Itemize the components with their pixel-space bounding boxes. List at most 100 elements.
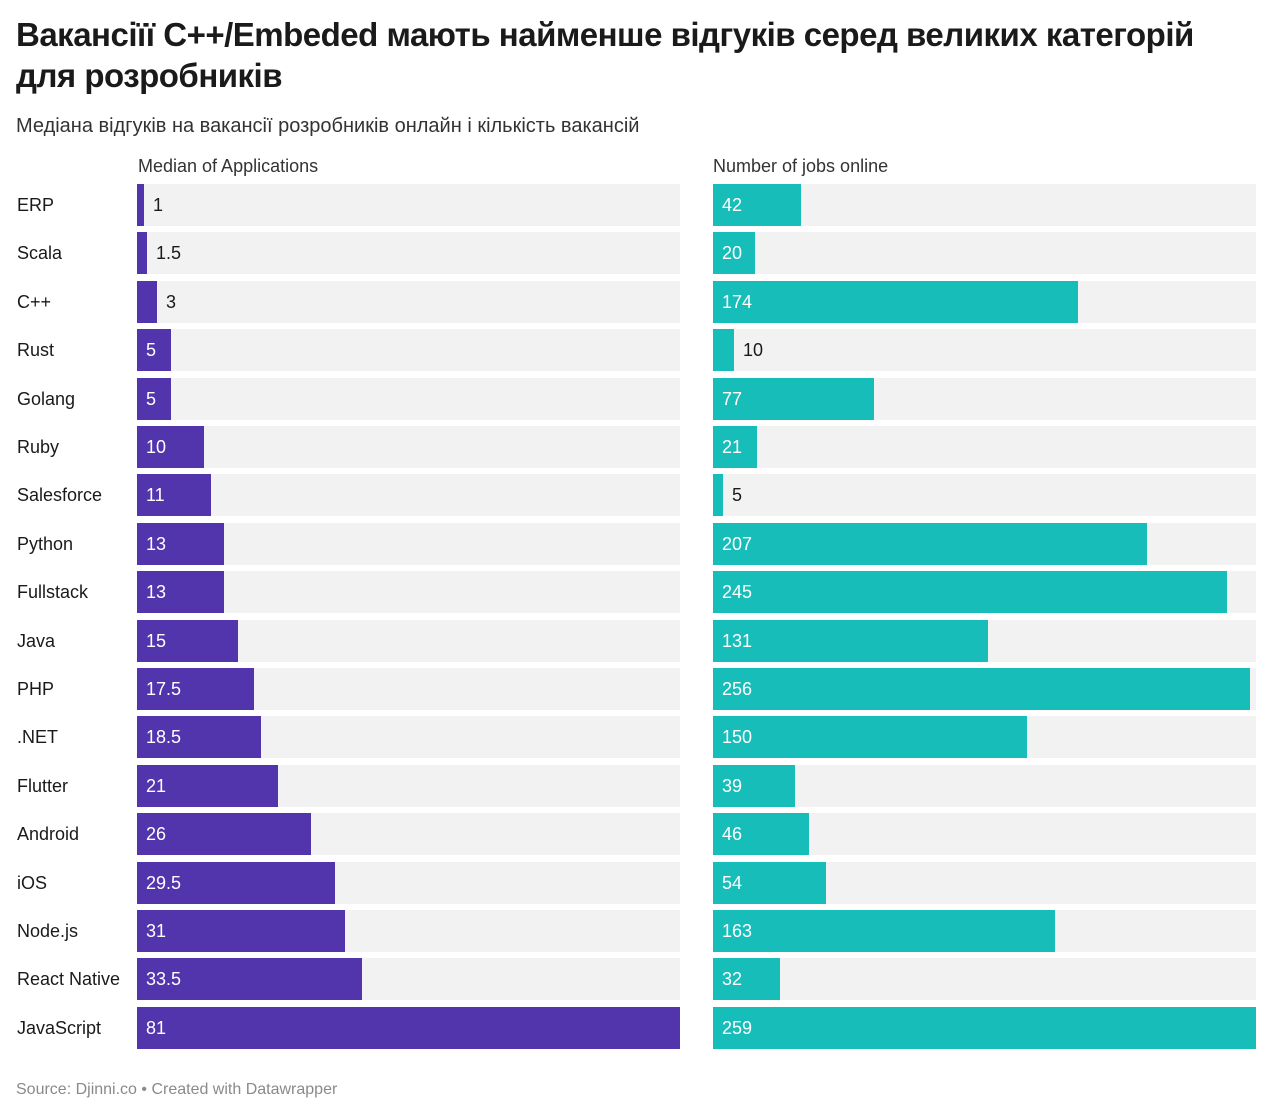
left-value-label: 21 — [146, 775, 167, 796]
category-label: ERP — [17, 195, 55, 215]
chart-row: Java 15 131 — [0, 619, 1280, 662]
left-value-label: 10 — [146, 437, 167, 457]
left-bar-track: 13 — [137, 571, 680, 614]
left-bar-track: 3 — [137, 280, 680, 323]
left-bar-track: 5 — [137, 377, 680, 420]
left-bar — [137, 958, 362, 1001]
right-bar — [713, 329, 734, 372]
left-value-label: 26 — [146, 824, 167, 845]
left-bar — [137, 377, 171, 420]
category-label: C++ — [17, 291, 52, 312]
left-bar-track: 31 — [137, 910, 680, 952]
right-bar-track: 54 — [713, 861, 1256, 904]
left-value-label: 29.5 — [146, 872, 182, 893]
left-value-label: 17.5 — [146, 679, 182, 699]
right-column-header: Number of jobs online — [713, 156, 889, 176]
right-bar — [713, 184, 801, 226]
left-bar — [137, 910, 345, 952]
category-label: Java — [17, 630, 56, 651]
right-bar-track: 131 — [713, 619, 1256, 662]
right-value-label: 163 — [722, 921, 753, 941]
right-bar-track: 174 — [713, 280, 1256, 323]
chart-row: .NET 18.5 150 — [0, 716, 1280, 759]
right-bar-track: 21 — [713, 426, 1256, 468]
category-label: Ruby — [17, 437, 60, 457]
category-label: JavaScript — [17, 1017, 102, 1038]
left-bar — [137, 1006, 680, 1049]
left-bar — [137, 764, 278, 807]
right-bar — [713, 571, 1227, 614]
chart-title: Вакансіїї С++/Embeded мають найменше від… — [16, 16, 1194, 94]
right-bar-track: 46 — [713, 813, 1256, 856]
chart-row: iOS 29.5 54 — [0, 861, 1280, 904]
left-bar-track: 10 — [137, 426, 680, 468]
left-bar — [137, 716, 261, 759]
category-label: .NET — [17, 727, 59, 748]
left-bar — [137, 619, 238, 662]
left-bar — [137, 232, 147, 275]
left-value-label: 11 — [146, 485, 165, 506]
chart-row: Node.js 31 163 — [0, 910, 1280, 952]
chart-row: Android 26 46 — [0, 813, 1280, 856]
right-bar — [713, 764, 795, 807]
left-bar — [137, 668, 254, 710]
left-value-label: 81 — [146, 1017, 167, 1038]
right-bar-track: 163 — [713, 910, 1256, 952]
left-value-label: 15 — [146, 630, 167, 651]
left-bar-track: 33.5 — [137, 958, 680, 1001]
left-value-label: 33.5 — [146, 969, 182, 990]
right-value-label: 10 — [743, 340, 764, 361]
category-label: Android — [17, 824, 80, 845]
right-value-label: 256 — [722, 679, 753, 699]
left-bar — [137, 329, 171, 372]
right-bar-track: 10 — [713, 329, 1256, 372]
left-bar — [137, 280, 157, 323]
left-bar — [137, 813, 311, 856]
right-bar-track: 259 — [713, 1006, 1256, 1049]
category-label: Flutter — [17, 775, 69, 796]
right-bar — [713, 813, 809, 856]
left-bar-track: 21 — [137, 764, 680, 807]
right-value-label: 150 — [722, 727, 753, 748]
category-label: React Native — [17, 969, 121, 990]
left-bar-track: 29.5 — [137, 861, 680, 904]
right-value-label: 54 — [722, 872, 743, 893]
right-value-label: 46 — [722, 824, 743, 845]
right-bar-track: 5 — [713, 474, 1256, 517]
left-bar-track: 26 — [137, 813, 680, 856]
right-value-label: 259 — [722, 1017, 753, 1038]
right-bar-track: 39 — [713, 764, 1256, 807]
right-value-label: 42 — [722, 195, 743, 215]
chart-row: Python 13 207 — [0, 522, 1280, 565]
right-value-label: 20 — [722, 243, 743, 264]
right-bar-track: 256 — [713, 668, 1256, 710]
right-bar — [713, 668, 1250, 710]
left-value-label: 18.5 — [146, 727, 182, 748]
right-bar — [713, 474, 723, 517]
left-bar — [137, 861, 335, 904]
left-bar — [137, 426, 204, 468]
right-bar-track: 245 — [713, 571, 1256, 614]
right-bar-track: 20 — [713, 232, 1256, 275]
right-value-label: 32 — [722, 969, 743, 990]
right-bar-track: 32 — [713, 958, 1256, 1001]
left-bar-track: 5 — [137, 329, 680, 372]
right-bar — [713, 1006, 1256, 1049]
chart-row: Scala 1.5 20 — [0, 232, 1280, 275]
left-bar-track: 11 — [137, 474, 680, 517]
left-bar-track: 1.5 — [137, 232, 680, 275]
category-label: Fullstack — [17, 582, 89, 603]
category-label: Golang — [17, 388, 76, 409]
category-label: iOS — [17, 872, 48, 893]
chart-row: Golang 5 77 — [0, 377, 1280, 420]
right-bar-track: 77 — [713, 377, 1256, 420]
left-bar-track: 13 — [137, 522, 680, 565]
right-value-label: 39 — [722, 775, 743, 796]
chart-row: Ruby 10 21 — [0, 426, 1280, 468]
left-bar-track: 1 — [137, 184, 680, 226]
right-bar — [713, 377, 874, 420]
right-bar — [713, 280, 1078, 323]
right-value-label: 21 — [722, 437, 743, 457]
right-bar — [713, 619, 988, 662]
left-value-label: 31 — [146, 921, 167, 941]
